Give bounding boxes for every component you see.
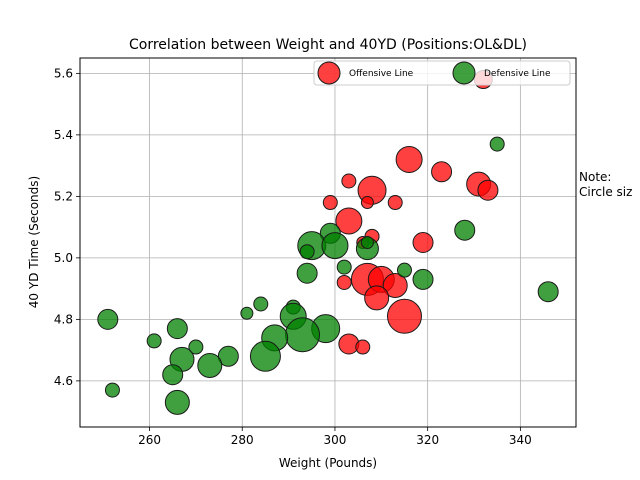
data-point bbox=[537, 281, 559, 303]
legend-label: Defensive Line bbox=[484, 69, 551, 79]
data-point bbox=[166, 318, 188, 340]
data-point bbox=[454, 219, 476, 241]
data-point bbox=[197, 353, 223, 378]
data-point bbox=[322, 195, 338, 211]
series-defensive-line bbox=[97, 136, 559, 415]
data-point bbox=[321, 232, 349, 260]
note-text: Circle siz bbox=[579, 185, 632, 199]
data-point bbox=[146, 333, 162, 349]
data-point bbox=[382, 273, 408, 299]
data-point bbox=[355, 339, 371, 355]
data-point bbox=[396, 262, 412, 278]
data-point bbox=[162, 364, 184, 386]
data-point bbox=[217, 345, 239, 367]
y-tick-label: 5.4 bbox=[54, 128, 73, 142]
data-point bbox=[477, 179, 499, 201]
x-tick-label: 260 bbox=[138, 433, 161, 447]
data-point bbox=[336, 274, 352, 290]
data-point bbox=[489, 136, 505, 152]
y-tick-label: 5.2 bbox=[54, 189, 73, 203]
note: Note:Circle siz bbox=[579, 170, 632, 199]
data-point bbox=[360, 196, 374, 210]
note-text: Note: bbox=[579, 170, 611, 184]
data-points bbox=[97, 70, 559, 415]
legend-marker bbox=[317, 61, 341, 85]
data-point bbox=[97, 308, 119, 330]
y-tick-label: 4.6 bbox=[54, 374, 73, 388]
data-point bbox=[386, 298, 422, 334]
y-axis-label: 40 YD Time (Seconds) bbox=[27, 176, 41, 308]
data-point bbox=[285, 317, 321, 353]
legend-box bbox=[313, 60, 571, 86]
data-point bbox=[296, 262, 318, 284]
data-point bbox=[164, 389, 190, 415]
data-point bbox=[336, 259, 352, 275]
plot-frame bbox=[79, 57, 577, 428]
y-tick-label: 5.6 bbox=[54, 66, 73, 80]
x-tick-label: 280 bbox=[231, 433, 254, 447]
data-point bbox=[338, 333, 360, 355]
data-point bbox=[341, 173, 357, 189]
legend-marker bbox=[452, 61, 476, 85]
data-point bbox=[299, 244, 315, 260]
data-point bbox=[364, 285, 390, 311]
data-point bbox=[249, 340, 281, 372]
x-tick-label: 300 bbox=[324, 433, 347, 447]
data-point bbox=[360, 236, 374, 249]
axis-ticks: 260 280 300 320 340 4.6 4.8 5.0 5.2 5.4 5.6 bbox=[54, 66, 532, 447]
data-point bbox=[253, 296, 269, 312]
data-point bbox=[412, 268, 434, 290]
x-axis-label: Weight (Pounds) bbox=[279, 456, 377, 470]
data-point bbox=[104, 382, 120, 398]
x-tick-label: 340 bbox=[509, 433, 532, 447]
legend: Offensive Line Defensive Line bbox=[313, 60, 571, 86]
data-point bbox=[335, 207, 363, 235]
data-point bbox=[395, 145, 423, 173]
data-point bbox=[431, 161, 453, 183]
data-point bbox=[412, 232, 434, 253]
data-point bbox=[188, 339, 204, 355]
data-point bbox=[240, 306, 254, 320]
y-tick-label: 5.0 bbox=[54, 251, 73, 265]
x-tick-label: 320 bbox=[416, 433, 439, 447]
y-tick-label: 4.8 bbox=[54, 312, 73, 326]
legend-label: Offensive Line bbox=[349, 69, 414, 79]
series-offensive-line bbox=[322, 70, 499, 355]
data-point bbox=[387, 195, 403, 211]
chart-title: Correlation between Weight and 40YD (Pos… bbox=[129, 37, 527, 53]
